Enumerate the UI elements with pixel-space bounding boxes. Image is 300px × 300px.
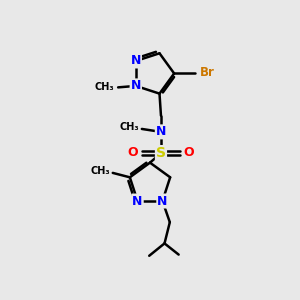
Text: S: S: [156, 146, 166, 160]
Text: CH₃: CH₃: [90, 166, 110, 176]
Text: N: N: [132, 194, 143, 208]
Text: N: N: [130, 80, 141, 92]
Text: Br: Br: [200, 66, 215, 80]
Text: CH₃: CH₃: [95, 82, 115, 92]
Text: O: O: [128, 146, 138, 159]
Text: O: O: [184, 146, 194, 159]
Text: N: N: [157, 194, 168, 208]
Text: N: N: [156, 125, 166, 138]
Text: N: N: [130, 55, 141, 68]
Text: CH₃: CH₃: [119, 122, 139, 132]
